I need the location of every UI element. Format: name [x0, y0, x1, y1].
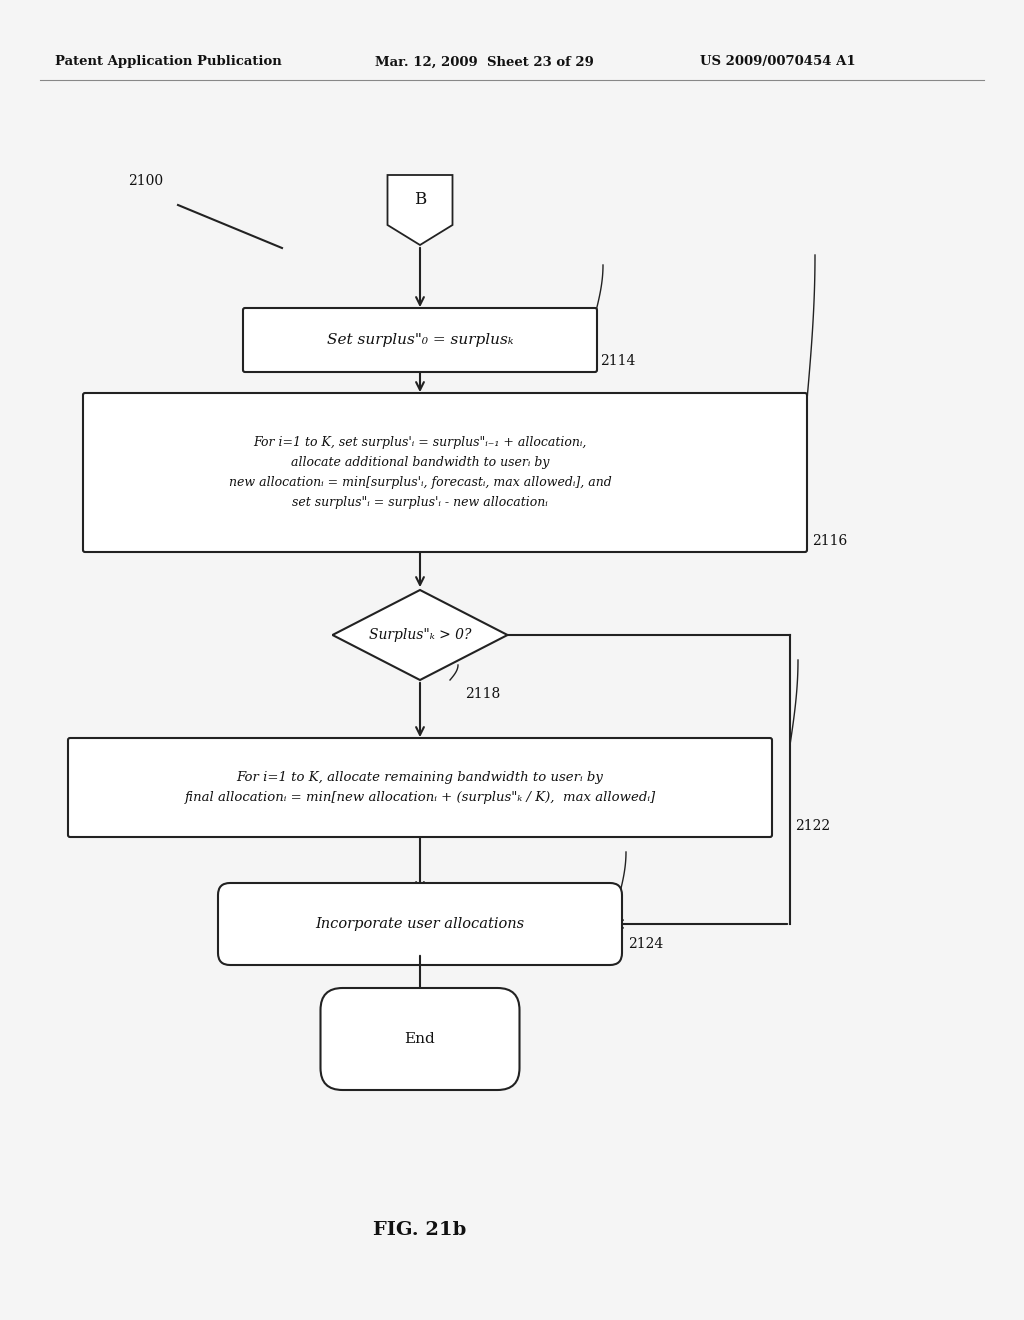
FancyBboxPatch shape	[83, 393, 807, 552]
Text: 2118: 2118	[465, 686, 501, 701]
Text: B: B	[414, 191, 426, 209]
Text: new allocationᵢ = min[surplus'ᵢ, forecastᵢ, max allowedᵢ], and: new allocationᵢ = min[surplus'ᵢ, forecas…	[228, 477, 611, 488]
Text: 2124: 2124	[628, 937, 664, 950]
Text: For i=1 to K, allocate remaining bandwidth to userᵢ by: For i=1 to K, allocate remaining bandwid…	[237, 771, 603, 784]
Text: allocate additional bandwidth to userᵢ by: allocate additional bandwidth to userᵢ b…	[291, 455, 549, 469]
Text: Incorporate user allocations: Incorporate user allocations	[315, 917, 524, 931]
Polygon shape	[387, 176, 453, 246]
Text: Set surplus"₀ = surplusₖ: Set surplus"₀ = surplusₖ	[327, 333, 513, 347]
FancyBboxPatch shape	[243, 308, 597, 372]
FancyBboxPatch shape	[321, 987, 519, 1090]
Text: 2122: 2122	[795, 818, 830, 833]
Text: For i=1 to K, set surplus'ᵢ = surplus"ᵢ₋₁ + allocationᵢ,: For i=1 to K, set surplus'ᵢ = surplus"ᵢ₋…	[253, 436, 587, 449]
Text: 2100: 2100	[128, 174, 163, 187]
Text: FIG. 21b: FIG. 21b	[374, 1221, 467, 1239]
Text: final allocationᵢ = min[new allocationᵢ + (surplus"ₖ / K),  max allowedᵢ]: final allocationᵢ = min[new allocationᵢ …	[184, 791, 655, 804]
Text: US 2009/0070454 A1: US 2009/0070454 A1	[700, 55, 856, 69]
FancyBboxPatch shape	[218, 883, 622, 965]
Polygon shape	[333, 590, 508, 680]
Text: 2114: 2114	[600, 354, 635, 368]
Text: 2116: 2116	[812, 535, 847, 548]
Text: End: End	[404, 1032, 435, 1045]
Text: Patent Application Publication: Patent Application Publication	[55, 55, 282, 69]
Text: Surplus"ₖ > 0?: Surplus"ₖ > 0?	[369, 628, 471, 642]
Text: set surplus"ᵢ = surplus'ᵢ - new allocationᵢ: set surplus"ᵢ = surplus'ᵢ - new allocati…	[292, 496, 548, 510]
Text: Mar. 12, 2009  Sheet 23 of 29: Mar. 12, 2009 Sheet 23 of 29	[375, 55, 594, 69]
FancyBboxPatch shape	[68, 738, 772, 837]
